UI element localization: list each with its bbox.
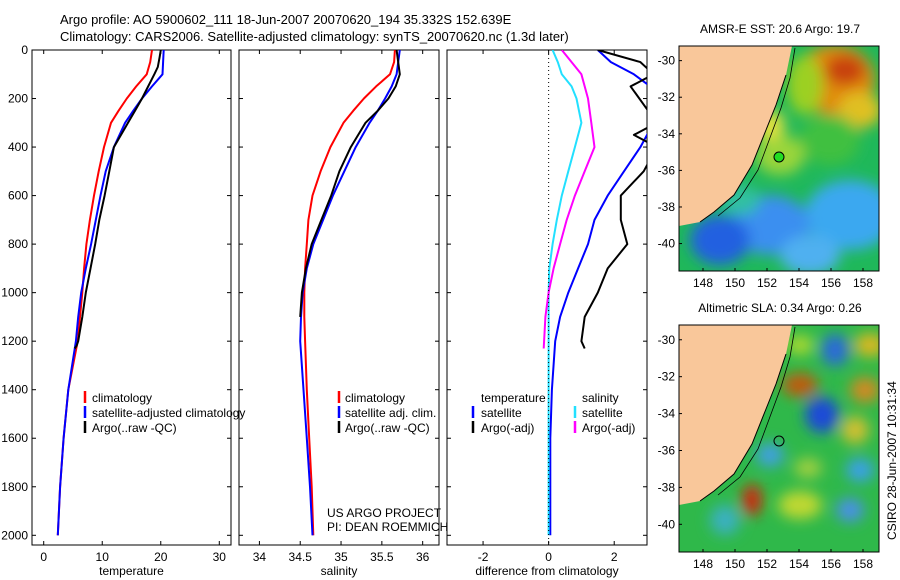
legend-label-sal-satellite: satellite: [582, 406, 623, 420]
series-line-temperature-satellite: [549, 50, 647, 536]
sst-map: [679, 46, 879, 271]
sla-map: [679, 325, 879, 552]
x-axis-label: salinity: [321, 564, 358, 578]
map-x-tick-label: 148: [693, 557, 713, 571]
legend-label-argo: Argo(..raw -QC): [345, 421, 430, 435]
salinity-axes: [238, 49, 440, 546]
x-tick-label: 2: [611, 550, 618, 564]
map-y-tick-label: -30: [658, 333, 676, 347]
project-label: US ARGO PROJECT: [327, 506, 442, 520]
legend-title-temperature: temperature: [481, 391, 546, 405]
map-y-tick-label: -34: [658, 407, 676, 421]
climatology-title: Climatology: CARS2006. Satellite-adjuste…: [60, 29, 569, 44]
float-marker: [773, 151, 785, 163]
legend-label-climatology: climatology: [92, 391, 152, 405]
x-tick-label: 35.5: [370, 550, 394, 564]
y-tick-label: 200: [8, 92, 28, 106]
map-y-tick-label: -32: [658, 90, 676, 104]
y-tick-label: 800: [8, 237, 28, 251]
y-tick-label: 1800: [1, 480, 28, 494]
map-x-tick-label: 150: [725, 557, 745, 571]
legend-label-temp-argo: Argo(-adj): [481, 421, 534, 435]
y-tick-label: 1400: [1, 383, 28, 397]
legend-label-sal-argo: Argo(-adj): [582, 421, 635, 435]
y-tick-label: 600: [8, 189, 28, 203]
y-tick-label: 1000: [1, 286, 28, 300]
map-x-tick-label: 148: [693, 276, 713, 290]
map-x-tick-label: 156: [821, 557, 841, 571]
map-x-tick-label: 158: [853, 557, 873, 571]
x-tick-label: 34: [253, 550, 267, 564]
legend-label-argo: Argo(..raw -QC): [92, 421, 177, 435]
float-marker: [773, 435, 785, 447]
x-tick-label: 20: [154, 550, 168, 564]
x-tick-label: 10: [96, 550, 110, 564]
temperature-axes: [31, 49, 232, 546]
x-tick-label: 36: [416, 550, 430, 564]
sst-map-title: AMSR-E SST: 20.6 Argo: 19.7: [700, 22, 860, 36]
series-line-climatology: [303, 50, 396, 536]
x-tick-label: 34.5: [289, 550, 313, 564]
temperature-legend: climatology satellite-adjusted climatolo…: [83, 391, 245, 435]
map-y-tick-label: -34: [658, 127, 676, 141]
map-y-tick-label: -36: [658, 443, 676, 457]
map-x-tick-label: 154: [789, 276, 809, 290]
series-line-salinity-satellite: [547, 50, 583, 536]
x-tick-label: 30: [213, 550, 227, 564]
sla-map-frame: [678, 324, 880, 553]
y-tick-label: 1200: [1, 334, 28, 348]
legend-label-satellite: satellite-adjusted climatology: [92, 406, 245, 420]
map-x-tick-label: 158: [853, 276, 873, 290]
map-x-tick-label: 156: [821, 276, 841, 290]
map-x-tick-label: 154: [789, 557, 809, 571]
x-tick-label: 0: [545, 550, 552, 564]
profile-title: Argo profile: AO 5900602_111 18-Jun-2007…: [60, 12, 512, 27]
series-line-satellite-adj-clim: [299, 50, 401, 536]
x-axis-label: temperature: [99, 564, 164, 578]
map-y-tick-label: -38: [658, 200, 676, 214]
pi-label: PI: DEAN ROEMMICH: [327, 520, 448, 534]
x-tick-label: -2: [478, 550, 489, 564]
legend-label-temp-satellite: satellite: [481, 406, 522, 420]
map-y-tick-label: -32: [658, 370, 676, 384]
series-line-argo-raw-qc: [73, 50, 162, 350]
series-line-salinity-argo-adj: [542, 50, 596, 349]
map-x-tick-label: 152: [757, 276, 777, 290]
map-x-tick-label: 152: [757, 557, 777, 571]
map-y-tick-label: -38: [658, 480, 676, 494]
legend-label-satellite: satellite adj. clim.: [345, 406, 436, 420]
x-tick-label: 0: [40, 550, 47, 564]
legend-title-salinity: salinity: [582, 391, 619, 405]
map-x-tick-label: 150: [725, 276, 745, 290]
sst-map-frame: [678, 45, 880, 272]
x-axis-label: difference from climatology: [475, 564, 618, 578]
map-y-tick-label: -36: [658, 163, 676, 177]
y-tick-label: 0: [21, 43, 28, 57]
map-y-tick-label: -30: [658, 54, 676, 68]
difference-legend: temperature satellite Argo(-adj) salinit…: [471, 391, 635, 435]
salinity-legend: climatology satellite adj. clim. Argo(..…: [337, 391, 436, 435]
map-y-tick-label: -40: [658, 517, 676, 531]
map-y-tick-label: -40: [658, 237, 676, 251]
y-tick-label: 1600: [1, 431, 28, 445]
series-line-argo-raw-qc: [299, 50, 401, 317]
sla-map-title: Altimetric SLA: 0.34 Argo: 0.26: [698, 301, 862, 315]
series-line-temperature-argo-adj: [580, 50, 647, 349]
y-tick-label: 2000: [1, 528, 28, 542]
legend-label-climatology: climatology: [345, 391, 405, 405]
y-tick-label: 400: [8, 140, 28, 154]
series-line-satellite-adjusted-climatology: [56, 50, 165, 536]
x-tick-label: 35: [334, 550, 348, 564]
